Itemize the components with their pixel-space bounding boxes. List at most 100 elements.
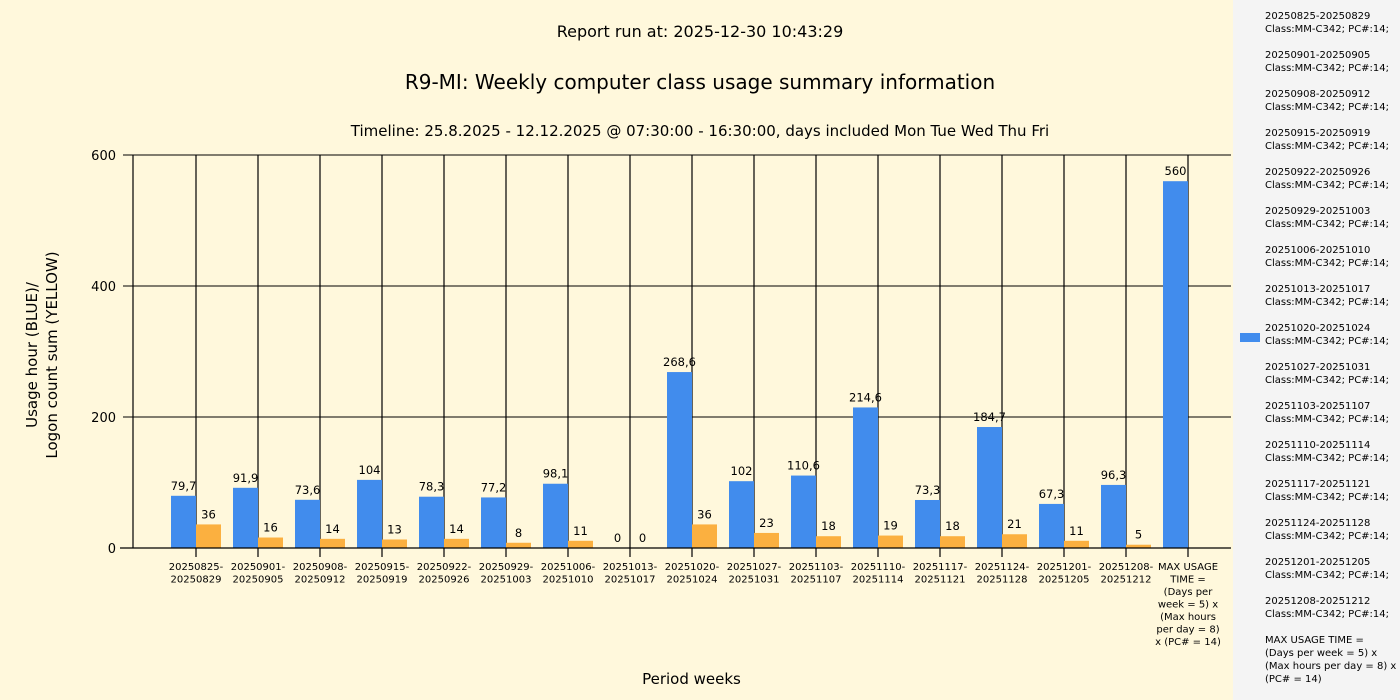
legend-entry-line: 20250922-20250926	[1265, 167, 1371, 178]
bar-value-label: 73,3	[915, 483, 941, 497]
bar-value-label: 102	[731, 464, 753, 478]
bar-value-label: 11	[573, 524, 588, 538]
bar-usage	[357, 479, 382, 548]
legend-entry-line: Class:MM-C342; PC#:14;	[1265, 219, 1390, 230]
x-tick-label: 20250908- 20250912	[293, 562, 348, 586]
x-tick-label-line: 20251103-	[789, 562, 844, 573]
bar-value-label: 21	[1007, 517, 1022, 531]
bar-value-label: 19	[883, 519, 898, 533]
x-tick-label-line: (Max hours	[1160, 612, 1216, 623]
x-tick-label: 20250825- 20250829	[169, 562, 224, 586]
legend-entry: 20250915-20250919 Class:MM-C342; PC#:14;	[1265, 127, 1397, 153]
x-tick-label-line: 20251114	[853, 575, 904, 586]
bar-value-label: 98,1	[543, 467, 569, 481]
x-tick-label-line: 20250922-	[417, 562, 472, 573]
bar-usage	[543, 483, 568, 548]
x-tick-label-line: 20251124-	[975, 562, 1030, 573]
legend-entry-line: 20251006-20251010	[1265, 245, 1371, 256]
x-tick-label: 20250929- 20251003	[479, 562, 534, 586]
x-tick-label-line: x (PC# = 14)	[1155, 637, 1221, 648]
legend-entry-line: Class:MM-C342; PC#:14;	[1265, 180, 1390, 191]
bar-logon	[1002, 534, 1027, 548]
legend-entry-line: Class:MM-C342; PC#:14;	[1265, 492, 1390, 503]
bar-usage	[667, 372, 692, 548]
x-tick-label-line: 20251117-	[913, 562, 968, 573]
bar-value-label: 268,6	[663, 355, 696, 369]
x-tick-label-line: 20251107	[791, 575, 842, 586]
bar-usage	[1163, 181, 1188, 548]
legend-entry-line: Class:MM-C342; PC#:14;	[1265, 258, 1390, 269]
bar-usage	[791, 475, 816, 548]
bar-value-label: 0	[639, 531, 646, 545]
bar-logon	[568, 540, 593, 548]
x-tick-label-line: 20250929-	[479, 562, 534, 573]
legend-entry-line: Class:MM-C342; PC#:14;	[1265, 609, 1390, 620]
legend-entry-line: 20251201-20251205	[1265, 557, 1371, 568]
legend-entry: 20251006-20251010 Class:MM-C342; PC#:14;	[1265, 244, 1397, 270]
bar-value-label: 14	[325, 522, 340, 536]
legend-entry: 20251208-20251212 Class:MM-C342; PC#:14;	[1265, 595, 1397, 621]
x-tick-label-line: per day = 8)	[1156, 625, 1219, 636]
x-tick-label-line: 20251031	[729, 575, 780, 586]
legend-entry-line: 20250929-20251003	[1265, 206, 1371, 217]
x-tick-label-line: 20251003	[481, 575, 532, 586]
legend-entry-line: Class:MM-C342; PC#:14;	[1265, 297, 1390, 308]
bar-logon	[940, 536, 965, 548]
x-tick-label-line: 20251020-	[665, 562, 720, 573]
x-tick-label-line: 20251027-	[727, 562, 782, 573]
legend-entry-line: Class:MM-C342; PC#:14;	[1265, 141, 1390, 152]
legend-entry: 20251103-20251107 Class:MM-C342; PC#:14;	[1265, 400, 1397, 426]
legend-entry-line: 20250915-20250919	[1265, 128, 1371, 139]
bar-logon	[382, 539, 407, 548]
bar-value-label: 13	[387, 522, 402, 536]
legend-entry-line: 20251117-20251121	[1265, 479, 1371, 490]
legend-entry: 20251201-20251205 Class:MM-C342; PC#:14;	[1265, 556, 1397, 582]
bar-value-label: 67,3	[1039, 487, 1065, 501]
bar-value-label: 18	[821, 519, 836, 533]
bar-value-label: 104	[359, 463, 381, 477]
bar-logon	[444, 538, 469, 548]
bar-usage	[171, 495, 196, 548]
x-tick-label-line: 20251128	[977, 575, 1028, 586]
legend-entry-line: 20251103-20251107	[1265, 401, 1371, 412]
legend-entry-line: Class:MM-C342; PC#:14;	[1265, 570, 1390, 581]
chart-title: R9-MI: Weekly computer class usage summa…	[404, 70, 996, 94]
y-tick-label: 0	[108, 542, 116, 557]
chart-subtitle: Timeline: 25.8.2025 - 12.12.2025 @ 07:30…	[350, 122, 1050, 140]
x-tick-label-line: (Days per	[1164, 587, 1214, 598]
bar-value-label: 184,7	[973, 410, 1006, 424]
x-tick-label-line: 20250908-	[293, 562, 348, 573]
legend-entry-line: Class:MM-C342; PC#:14;	[1265, 414, 1390, 425]
x-tick-label-line: 20251212	[1101, 575, 1152, 586]
bar-usage	[853, 407, 878, 548]
legend-entry-line: Class:MM-C342; PC#:14;	[1265, 24, 1390, 35]
legend-entry-line: 20250825-20250829	[1265, 11, 1371, 22]
x-tick-label-line: TIME =	[1169, 575, 1206, 586]
x-tick-label: 20251013- 20251017	[603, 562, 658, 586]
legend-entry: 20251124-20251128 Class:MM-C342; PC#:14;	[1265, 517, 1397, 543]
x-tick-label-line: 20251121	[915, 575, 966, 586]
bar-usage	[729, 481, 754, 548]
legend-entry: 20251027-20251031 Class:MM-C342; PC#:14;	[1265, 361, 1397, 387]
legend-entry: MAX USAGE TIME = (Days per week = 5) x (M…	[1265, 634, 1397, 686]
legend-entry: 20251110-20251114 Class:MM-C342; PC#:14;	[1265, 439, 1397, 465]
legend-entry: 20250922-20250926 Class:MM-C342; PC#:14;	[1265, 166, 1397, 192]
bar-usage	[233, 487, 258, 548]
legend-entry-line: Class:MM-C342; PC#:14;	[1265, 102, 1390, 113]
bar-value-label: 560	[1165, 164, 1187, 178]
x-axis-label: Period weeks	[642, 670, 741, 688]
legend-entry-line: 20250901-20250905	[1265, 50, 1371, 61]
x-tick-label-line: 20251110-	[851, 562, 906, 573]
legend-entry-line: 20251110-20251114	[1265, 440, 1371, 451]
bar-chart: 0 200 400 600 79,7 91,9 73,6 104 78,3 77,2 98,1 0 26…	[91, 149, 1231, 648]
x-tick-label-line: 20250915-	[355, 562, 410, 573]
bar-value-label: 91,9	[233, 471, 259, 485]
bar-usage	[481, 497, 506, 548]
x-tick-label-line: 20250901-	[231, 562, 286, 573]
x-tick-label-line: 20250905	[233, 575, 284, 586]
x-tick-label: 20251201- 20251205	[1037, 562, 1092, 586]
bar-logon	[1064, 540, 1089, 548]
x-tick-label-line: 20251201-	[1037, 562, 1092, 573]
y-tick-label: 600	[91, 149, 116, 164]
bar-logon	[692, 524, 717, 548]
